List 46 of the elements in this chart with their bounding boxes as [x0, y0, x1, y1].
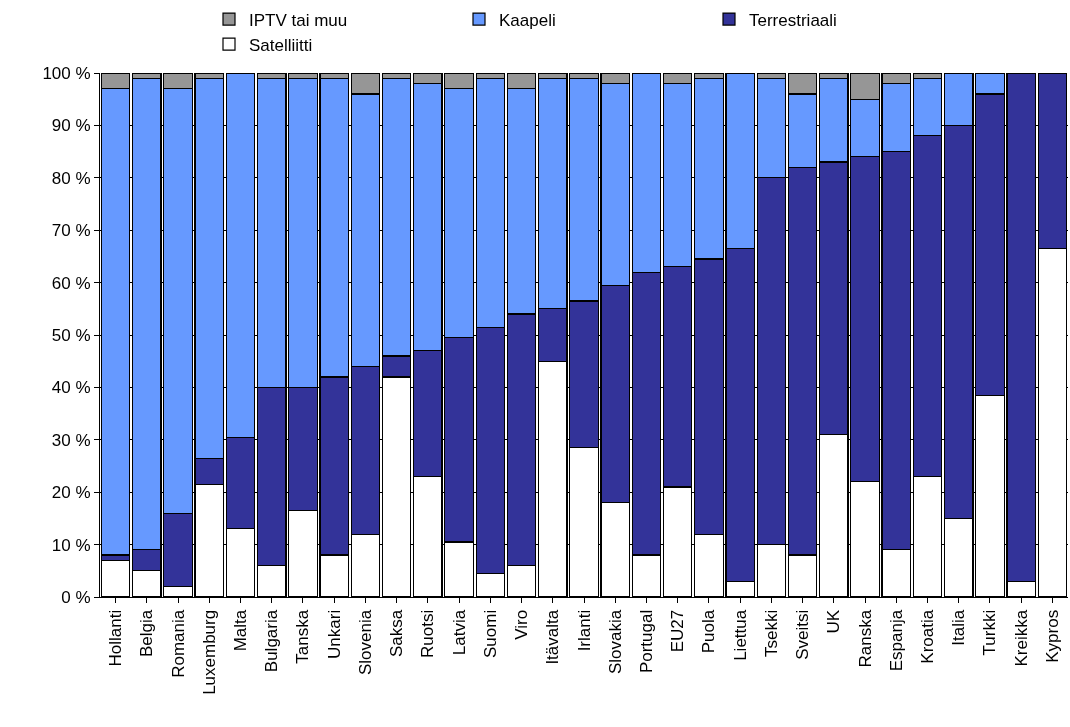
x-tick-label: Kroatia	[918, 609, 938, 664]
x-tick-label: Kreikka	[1011, 609, 1031, 667]
x-tick-label: Puola	[699, 609, 719, 654]
x-tick-label: Ruotsi	[418, 609, 438, 658]
x-tick-label: Italia	[949, 609, 969, 646]
legend-label: IPTV tai muu	[249, 10, 348, 30]
y-tick-label: 70 %	[51, 221, 91, 241]
y-tick-label: 80 %	[51, 168, 91, 188]
y-tick-label: 50 %	[51, 325, 91, 345]
y-tick-label: 40 %	[51, 378, 91, 398]
x-tick-label: Luxemburg	[199, 609, 219, 695]
x-tick-label: Latvia	[449, 609, 469, 656]
y-tick-label: 30 %	[51, 430, 91, 450]
y-tick-label: 10 %	[51, 535, 91, 555]
x-tick-label: Liettua	[730, 609, 750, 661]
x-tick-label: Sveitsi	[793, 609, 813, 660]
x-tick-label: Ranska	[855, 609, 875, 668]
y-tick-label: 20 %	[51, 483, 91, 503]
x-tick-label: Portugal	[636, 609, 656, 674]
legend-label: Terrestriaali	[749, 10, 837, 30]
y-tick-label: 0 %	[61, 587, 91, 607]
legend-label: Kaapeli	[499, 10, 556, 30]
x-tick-label: Tanska	[293, 609, 313, 664]
y-tick-label: 60 %	[51, 273, 91, 293]
y-tick-label: 90 %	[51, 116, 91, 136]
x-tick-label: Unkari	[324, 609, 344, 659]
x-tick-label: Tsekki	[761, 609, 781, 658]
x-tick-label: EU27	[668, 609, 688, 653]
x-tick-label: Viro	[512, 609, 532, 640]
x-tick-label: Malta	[231, 609, 251, 652]
x-tick-label: Slovakia	[605, 609, 625, 675]
x-tick-label: Suomi	[480, 609, 500, 658]
x-tick-label: Hollanti	[106, 609, 126, 667]
x-tick-label: Bulgaria	[262, 609, 282, 673]
x-tick-label: Turkki	[980, 609, 1000, 656]
x-tick-label: Espanja	[886, 609, 906, 672]
x-tick-label: Belgia	[137, 609, 157, 658]
x-tick-label: Irlanti	[574, 609, 594, 652]
x-tick-label: Romania	[168, 609, 188, 678]
y-tick-label: 100 %	[42, 63, 91, 83]
x-tick-label: Itävalta	[543, 609, 563, 665]
x-tick-label: Saksa	[387, 609, 407, 658]
x-tick-label: Kypros	[1042, 609, 1062, 663]
legend-label: Satelliitti	[249, 35, 313, 55]
x-tick-label: UK	[824, 609, 844, 634]
x-tick-label: Slovenia	[355, 609, 375, 676]
